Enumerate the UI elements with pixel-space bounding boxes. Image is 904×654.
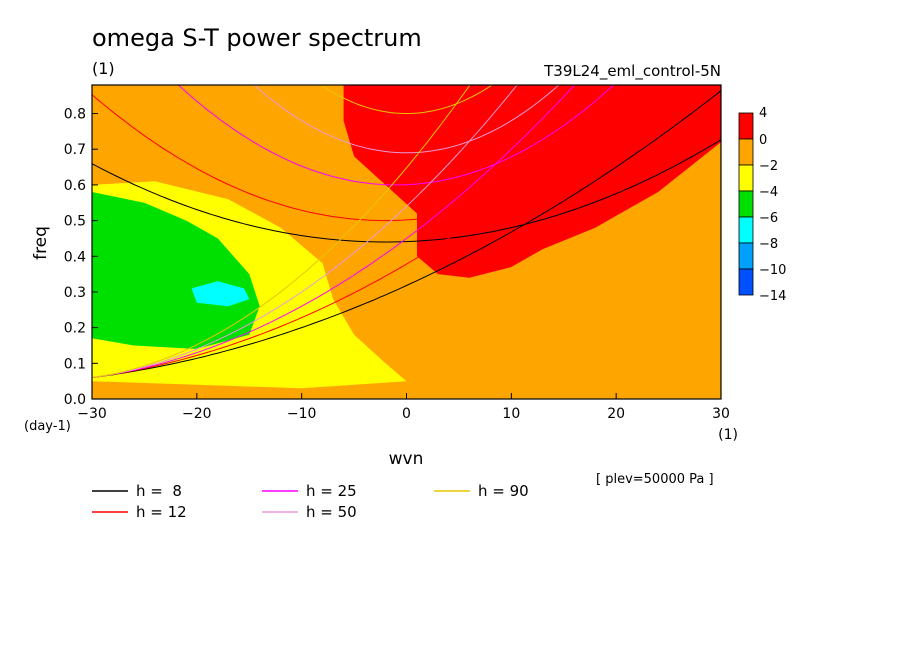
x-axis-label: wvn: [389, 449, 424, 469]
kelvin-curve-h8: [92, 90, 721, 379]
x-tick-label: −30: [77, 406, 107, 422]
title-units: (1): [92, 59, 115, 78]
chart-title: omega S-T power spectrum: [92, 24, 422, 52]
ig-curve-h90: [320, 85, 493, 115]
y-axis-label: freq: [31, 226, 51, 260]
colorbar-label: −14: [759, 289, 786, 304]
colorbar-label: −2: [759, 159, 778, 174]
colorbar-label: 0: [759, 133, 767, 148]
ig-curve-h50: [253, 85, 560, 154]
y-axis-units: (day-1): [24, 419, 71, 434]
x-tick-label: 0: [402, 406, 411, 422]
x-axis-units: (1): [718, 427, 738, 443]
dispersion-curves: [92, 85, 721, 379]
y-axis-ticks: 0.0 0.1 0.2 0.3 0.4 0.5 0.6 0.7 0.8: [64, 107, 98, 408]
kelvin-curve-h12: [92, 85, 645, 379]
colorbar-label: 4: [759, 106, 767, 121]
colorbar-label: −10: [759, 263, 786, 278]
region-level-4: [191, 281, 250, 307]
case-label: T39L24_eml_control-5N: [543, 62, 721, 81]
y-tick-label: 0.7: [64, 142, 86, 158]
y-tick-label: 0.2: [64, 321, 86, 337]
x-tick-label: 20: [607, 406, 625, 422]
legend-label: h = 8: [136, 482, 182, 500]
region-level-1: [343, 85, 721, 278]
kelvin-curve-h90: [92, 85, 471, 379]
colorbar-swatch: [738, 268, 754, 296]
region-level-3: [92, 192, 260, 349]
colorbar-swatch: [738, 242, 754, 270]
contour-regions: [92, 85, 721, 399]
legend-label: h = 90: [478, 482, 529, 500]
legend-label: h = 50: [306, 503, 357, 521]
colorbar: 4 0 −2 −4 −6 −8 −10 −14: [738, 106, 786, 304]
footnote: [ plev=50000 Pa ]: [596, 472, 714, 487]
kelvin-curve-h50: [92, 85, 518, 379]
x-tick-label: −20: [182, 406, 212, 422]
colorbar-label: −8: [759, 237, 778, 252]
colorbar-swatch: [738, 164, 754, 192]
legend: h = 8 h = 12 h = 25 h = 50 h = 90: [92, 482, 529, 521]
x-tick-label: 10: [502, 406, 520, 422]
ig-curve-h8: [92, 139, 721, 243]
y-tick-label: 0.1: [64, 356, 86, 372]
y-tick-label: 0.3: [64, 285, 86, 301]
plot-area: [92, 85, 721, 399]
kelvin-curve-h25: [92, 85, 576, 379]
y-tick-label: 0.0: [64, 392, 86, 408]
colorbar-label: −6: [759, 211, 778, 226]
y-tick-label: 0.8: [64, 107, 86, 123]
y-tick-label: 0.5: [64, 214, 86, 230]
colorbar-swatch: [738, 112, 754, 140]
ig-curve-h25: [177, 85, 615, 186]
y-tick-label: 0.6: [64, 178, 86, 194]
legend-label: h = 25: [306, 482, 357, 500]
x-tick-label: 30: [712, 406, 730, 422]
x-tick-label: −10: [287, 406, 317, 422]
colorbar-swatch: [738, 190, 754, 218]
y-tick-label: 0.4: [64, 249, 86, 265]
x-axis-ticks: −30 −20 −10 0 10 20 30: [77, 393, 730, 422]
colorbar-label: −4: [759, 185, 778, 200]
colorbar-swatch: [738, 138, 754, 166]
legend-label: h = 12: [136, 503, 187, 521]
colorbar-swatch: [738, 216, 754, 244]
ig-curve-h12: [92, 85, 691, 222]
